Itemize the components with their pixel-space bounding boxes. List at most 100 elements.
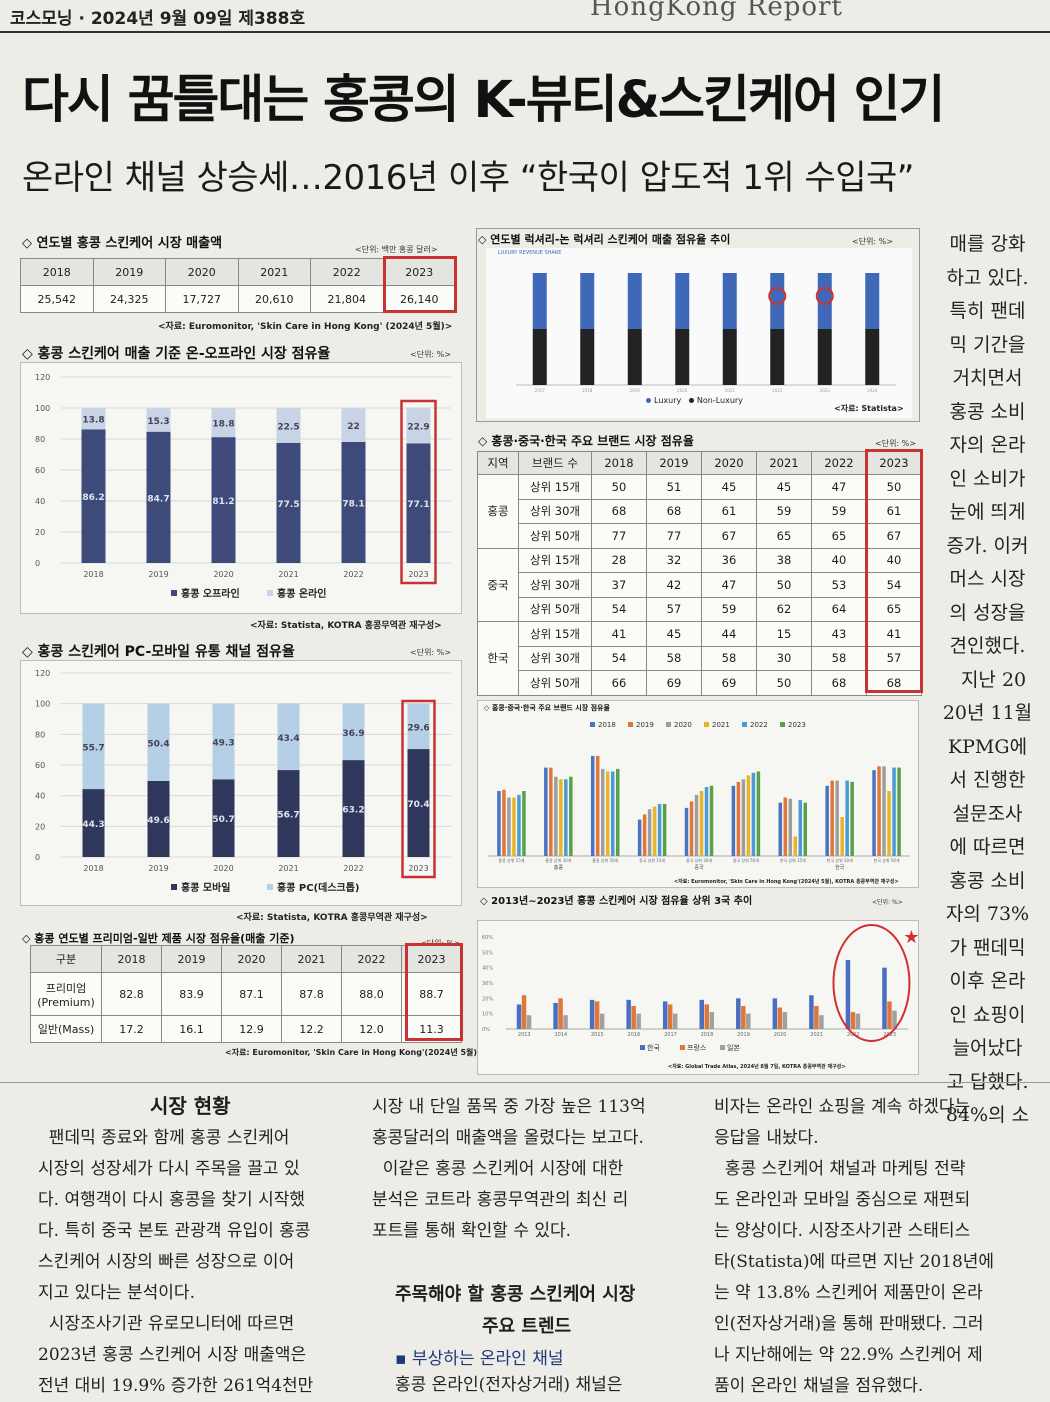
premium-year-cell: 2018 bbox=[101, 945, 162, 973]
premium-year-cell: 2022 bbox=[341, 945, 402, 973]
premium-value-cell: 87.8 bbox=[281, 972, 342, 1016]
brand-value-cell: 47 bbox=[701, 572, 757, 598]
luxury-legend-label: Luxury bbox=[654, 396, 682, 405]
group-label: 한국 bbox=[835, 865, 845, 871]
brand-value-cell: 58 bbox=[811, 645, 867, 671]
onoff-chart-title: ◇ 홍콩 스킨케어 매출 기준 온-오프라인 시장 점유율 bbox=[22, 346, 331, 362]
x-tick-label: 홍콩 상위 30개 bbox=[545, 857, 571, 863]
bar bbox=[751, 772, 756, 856]
x-tick-label: 2021 bbox=[278, 864, 298, 873]
bar-segment bbox=[212, 779, 235, 857]
x-tick-label: 2020 bbox=[774, 1032, 787, 1038]
x-tick-label: 2018 bbox=[701, 1032, 714, 1038]
x-tick-label: 홍콩 상위 15개 bbox=[498, 857, 524, 863]
luxury-chart-border bbox=[476, 228, 920, 422]
y-tick-label: 40% bbox=[482, 966, 493, 972]
brand-value-cell: 36 bbox=[701, 547, 757, 573]
bar-value-label: 29.6 bbox=[407, 723, 429, 733]
luxury-chart: 2017 2018 2019 2020 2021 2022 2023 2024 bbox=[516, 273, 896, 393]
luxury-chart-unit: <단위: %> bbox=[852, 237, 893, 246]
header-rule bbox=[0, 31, 1050, 33]
y-tick-label: 10% bbox=[482, 1012, 493, 1018]
brand-year-header: 2022 bbox=[811, 451, 867, 475]
bar bbox=[599, 1013, 605, 1029]
brand-year-header: 2019 bbox=[646, 451, 702, 475]
y-tick-label: 0% bbox=[482, 1027, 490, 1033]
bar-segment bbox=[406, 408, 431, 444]
side-line: 에 따르면 bbox=[949, 836, 1026, 858]
bar bbox=[741, 1006, 746, 1029]
bar bbox=[850, 781, 854, 856]
legend-label: 홍콩 오프라인 bbox=[181, 587, 240, 600]
bar-segment bbox=[342, 760, 365, 857]
y-tick-label: 20 bbox=[35, 822, 45, 831]
bar-value-label: 36.9 bbox=[342, 729, 364, 739]
sales-year-cell: 2019 bbox=[92, 258, 166, 286]
bar bbox=[746, 1013, 751, 1029]
side-line: 가 팬데믹 bbox=[949, 936, 1026, 959]
y-tick-label: 0 bbox=[35, 559, 40, 568]
x-tick-label: 중국 상위 15개 bbox=[639, 857, 665, 863]
bar bbox=[600, 768, 605, 856]
brand-table-title: ◇ 홍콩·중국·한국 주요 브랜드 시장 점유율 bbox=[478, 434, 694, 448]
channel-chart-source: <자료: Statista, KOTRA 홍콩무역관 재구성> bbox=[236, 913, 428, 923]
y-tick-label: 20% bbox=[482, 996, 493, 1002]
brand-value-cell: 77 bbox=[591, 523, 647, 549]
brand-label-cell: 상위 50개 bbox=[518, 670, 592, 696]
x-tick-label: 2019 bbox=[737, 1032, 750, 1038]
y-tick-label: 30% bbox=[482, 981, 493, 987]
article-line: 다. 특히 중국 본토 관광객 유입이 홍콩 bbox=[38, 1221, 311, 1241]
bar-segment bbox=[81, 429, 106, 563]
channel-chart-unit: <단위: %> bbox=[410, 648, 451, 657]
brand-value-cell: 40 bbox=[811, 547, 867, 573]
bar-segment bbox=[342, 703, 365, 761]
legend-swatch bbox=[171, 590, 177, 596]
side-line: 인 소비가 bbox=[949, 467, 1026, 490]
luxury-chart-source: <자료: Statista> bbox=[834, 404, 904, 413]
legend-label: 2022 bbox=[750, 721, 768, 729]
legend-swatch bbox=[780, 722, 785, 727]
y-tick-label: 100 bbox=[35, 404, 50, 413]
bar-value-label: 18.8 bbox=[212, 420, 234, 430]
brand-chart-title: ◇ 홍콩·중국·한국 주요 브랜드 시장 점유율 bbox=[484, 704, 610, 712]
article-line: 전년 대비 19.9% 증가한 261억4천만 bbox=[38, 1376, 314, 1396]
brand-label-cell: 상위 15개 bbox=[518, 547, 592, 573]
bar-segment bbox=[277, 703, 300, 771]
y-tick-label: 80 bbox=[35, 435, 45, 444]
brand-value-cell: 50 bbox=[756, 572, 812, 598]
onoff-chart-frame: 0 20 40 60 80 100 120 86.2 13.8 2018 84.7 15.3 2019 8… bbox=[20, 362, 462, 614]
x-tick-label: 2022 bbox=[772, 388, 783, 393]
nonluxury-bar-segment bbox=[532, 329, 547, 385]
bar-value-label: 13.8 bbox=[82, 416, 104, 426]
brand-year-header: 2020 bbox=[701, 451, 757, 475]
article-rule bbox=[0, 1082, 1050, 1083]
brand-value-cell: 38 bbox=[756, 547, 812, 573]
legend-swatch bbox=[628, 722, 633, 727]
nonluxury-bar-segment bbox=[817, 329, 832, 385]
article-line: 홍콩 스킨케어 채널과 마케팅 전략 bbox=[714, 1159, 966, 1179]
subheadline: 온라인 채널 상승세…2016년 이후 “한국이 압도적 1위 수입국” bbox=[22, 158, 914, 198]
bar bbox=[704, 787, 709, 856]
y-tick-label: 120 bbox=[35, 373, 50, 382]
x-tick-label: 2016 bbox=[628, 1032, 641, 1038]
luxury-bar-segment bbox=[675, 273, 690, 329]
side-line: 설문조사 bbox=[952, 802, 1023, 825]
bar bbox=[882, 967, 887, 1029]
premium-value-cell: 88.7 bbox=[401, 972, 462, 1016]
bar bbox=[736, 781, 741, 856]
bar bbox=[549, 767, 553, 856]
channel-chart: 0 20 40 60 80 100 120 44.3 55.7 2018 49.6 50.4 2019 5… bbox=[35, 669, 451, 894]
brand-label-cell: 상위 15개 bbox=[518, 621, 592, 647]
onoff-chart: 0 20 40 60 80 100 120 86.2 13.8 2018 84.7 15.3 2019 8… bbox=[35, 373, 451, 600]
legend-swatch bbox=[171, 884, 177, 890]
bar bbox=[636, 1013, 641, 1029]
article-line: 는 약 13.8% 스킨케어 제품만이 온라 bbox=[714, 1283, 983, 1303]
brand-row: 상위 50개 66 69 69 50 68 68 bbox=[478, 670, 922, 696]
bar-value-label: 50.7 bbox=[212, 815, 234, 825]
bar-value-label: 84.7 bbox=[147, 494, 169, 504]
bar bbox=[746, 775, 751, 856]
brand-value-cell: 53 bbox=[811, 572, 867, 598]
bar bbox=[526, 1015, 532, 1029]
bar bbox=[637, 819, 642, 856]
bar-value-label: 49.6 bbox=[147, 816, 169, 826]
